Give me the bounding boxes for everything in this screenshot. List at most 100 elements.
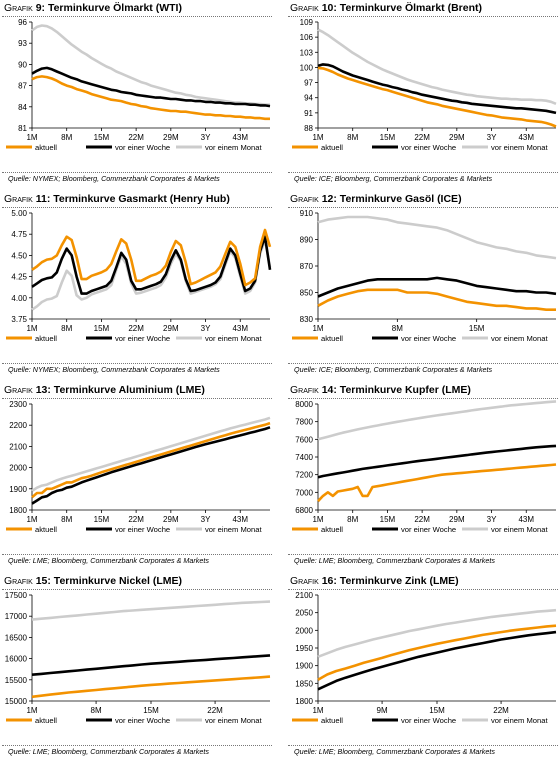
y-tick-label: 7000: [295, 488, 313, 497]
y-tick-label: 91: [304, 109, 313, 118]
series-line: [31, 600, 271, 621]
title-divider: [288, 589, 558, 590]
x-tick-label: 8M: [61, 515, 72, 524]
y-tick-label: 106: [300, 33, 314, 42]
x-tick-label: 22M: [414, 133, 430, 142]
series-line: [31, 228, 272, 287]
chart-title-prefix: Grafik: [4, 193, 33, 205]
x-tick-label: 8M: [347, 515, 358, 524]
series-line: [317, 66, 557, 128]
source-divider: [2, 363, 272, 364]
x-tick-label: 29M: [449, 133, 465, 142]
legend-label: vor einem Monat: [205, 143, 262, 152]
y-tick-label: 2100: [9, 442, 27, 451]
chart-panel-wti: Grafik 9: Terminkurve Ölmarkt (WTI) Quell…: [2, 0, 272, 188]
legend-label: vor einem Monat: [491, 143, 548, 152]
y-tick-label: 1900: [9, 485, 27, 494]
x-tick-label: 22M: [207, 706, 223, 715]
x-tick-label: 22M: [493, 706, 509, 715]
y-tick-label: 2300: [9, 400, 27, 409]
y-tick-label: 93: [18, 39, 27, 48]
x-tick-label: 29M: [163, 515, 179, 524]
y-tick-label: 96: [18, 18, 27, 27]
title-divider: [2, 589, 272, 590]
x-tick-label: 43M: [232, 515, 248, 524]
chart-panel-henry-hub: Grafik 11: Terminkurve Gasmarkt (Henry H…: [2, 191, 272, 379]
chart-title-text: : Terminkurve Kupfer (LME): [333, 384, 471, 396]
legend-label: aktuell: [35, 143, 57, 152]
y-tick-label: 4.50: [11, 251, 27, 260]
series-line: [317, 624, 557, 681]
x-tick-label: 15M: [94, 324, 110, 333]
series-line: [31, 66, 271, 108]
chart-panel-nickel: Grafik 15: Terminkurve Nickel (LME) Quell…: [2, 573, 272, 761]
legend-label: vor einer Woche: [401, 716, 456, 725]
chart-title: Grafik 15: Terminkurve Nickel (LME): [4, 575, 182, 587]
legend-label: aktuell: [35, 525, 57, 534]
chart-title-prefix: Grafik: [4, 575, 33, 587]
chart-panel-kupfer: Grafik 14: Terminkurve Kupfer (LME) Quell…: [288, 382, 558, 570]
x-tick-label: 1M: [26, 706, 37, 715]
y-tick-label: 7400: [295, 453, 313, 462]
y-tick-label: 17500: [5, 591, 28, 600]
y-tick-label: 910: [300, 209, 314, 218]
x-tick-label: 43M: [518, 515, 534, 524]
line-chart: 88 91 94 97 100 103 106 109 1M 8M 15M 22M 29M 3Y 43M ak…: [292, 18, 557, 152]
series-line: [317, 215, 557, 260]
legend-label: vor einer Woche: [401, 334, 456, 343]
x-tick-label: 22M: [128, 133, 144, 142]
x-tick-label: 1M: [312, 324, 323, 333]
y-tick-label: 8000: [295, 400, 313, 409]
line-chart: 1800 1900 2000 2100 2200 2300 1M 8M 15M 22M 29M 3Y 4…: [6, 400, 271, 534]
legend-label: aktuell: [321, 525, 343, 534]
legend-label: vor einer Woche: [115, 334, 170, 343]
x-tick-label: 8M: [392, 324, 403, 333]
source-divider: [288, 745, 558, 746]
y-tick-label: 5.00: [11, 209, 27, 218]
x-tick-label: 15M: [143, 706, 159, 715]
source-note: Quelle: LME; Bloomberg, Commerzbank Corp…: [8, 747, 209, 756]
series-line: [31, 675, 271, 699]
chart-title-prefix: Grafik: [290, 193, 319, 205]
line-chart: 1800 1850 1900 1950 2000 2050 2100 1M 9M 15M 22M ak…: [292, 591, 557, 725]
series-line: [317, 630, 557, 691]
legend-label: vor einem Monat: [205, 525, 262, 534]
chart-title-number: 14: [318, 384, 334, 396]
x-tick-label: 29M: [163, 133, 179, 142]
x-tick-label: 1M: [312, 133, 323, 142]
x-tick-label: 1M: [26, 324, 37, 333]
title-divider: [2, 16, 272, 17]
source-divider: [288, 554, 558, 555]
x-tick-label: 3Y: [201, 515, 211, 524]
source-divider: [2, 745, 272, 746]
legend-label: vor einem Monat: [205, 716, 262, 725]
x-tick-label: 43M: [232, 133, 248, 142]
chart-title-number: 15: [32, 575, 48, 587]
x-tick-label: 15M: [380, 133, 396, 142]
y-tick-label: 890: [300, 236, 314, 245]
y-tick-label: 1800: [9, 506, 27, 515]
chart-title-text: : Terminkurve Zink (LME): [333, 575, 459, 587]
chart-panel-brent: Grafik 10: Terminkurve Ölmarkt (Brent) Qu…: [288, 0, 558, 188]
y-tick-label: 850: [300, 289, 314, 298]
line-chart: 3.75 4.00 4.25 4.50 4.75 5.00 1M 8M 15M 22M 29M 3Y 4…: [6, 209, 272, 343]
source-note: Quelle: LME; Bloomberg, Commerzbank Corp…: [294, 747, 495, 756]
chart-panel-gasoil: Grafik 12: Terminkurve Gasöl (ICE) Quelle…: [288, 191, 558, 379]
x-tick-label: 3Y: [201, 133, 211, 142]
y-tick-label: 109: [300, 18, 314, 27]
chart-title: Grafik 12: Terminkurve Gasöl (ICE): [290, 193, 462, 205]
chart-title-text: : Terminkurve Ölmarkt (WTI): [41, 2, 182, 14]
y-tick-label: 1900: [295, 662, 313, 671]
chart-title: Grafik 13: Terminkurve Aluminium (LME): [4, 384, 205, 396]
series-line: [317, 28, 557, 106]
legend-label: vor einem Monat: [205, 334, 262, 343]
legend-label: aktuell: [321, 334, 343, 343]
chart-title: Grafik 9: Terminkurve Ölmarkt (WTI): [4, 2, 182, 14]
series-line: [31, 654, 271, 676]
y-tick-label: 4.25: [11, 273, 27, 282]
x-tick-label: 8M: [61, 324, 72, 333]
legend-label: vor einer Woche: [115, 525, 170, 534]
y-tick-label: 2200: [9, 421, 27, 430]
chart-title-number: 13: [32, 384, 48, 396]
source-note: Quelle: LME; Bloomberg, Commerzbank Corp…: [8, 556, 209, 565]
